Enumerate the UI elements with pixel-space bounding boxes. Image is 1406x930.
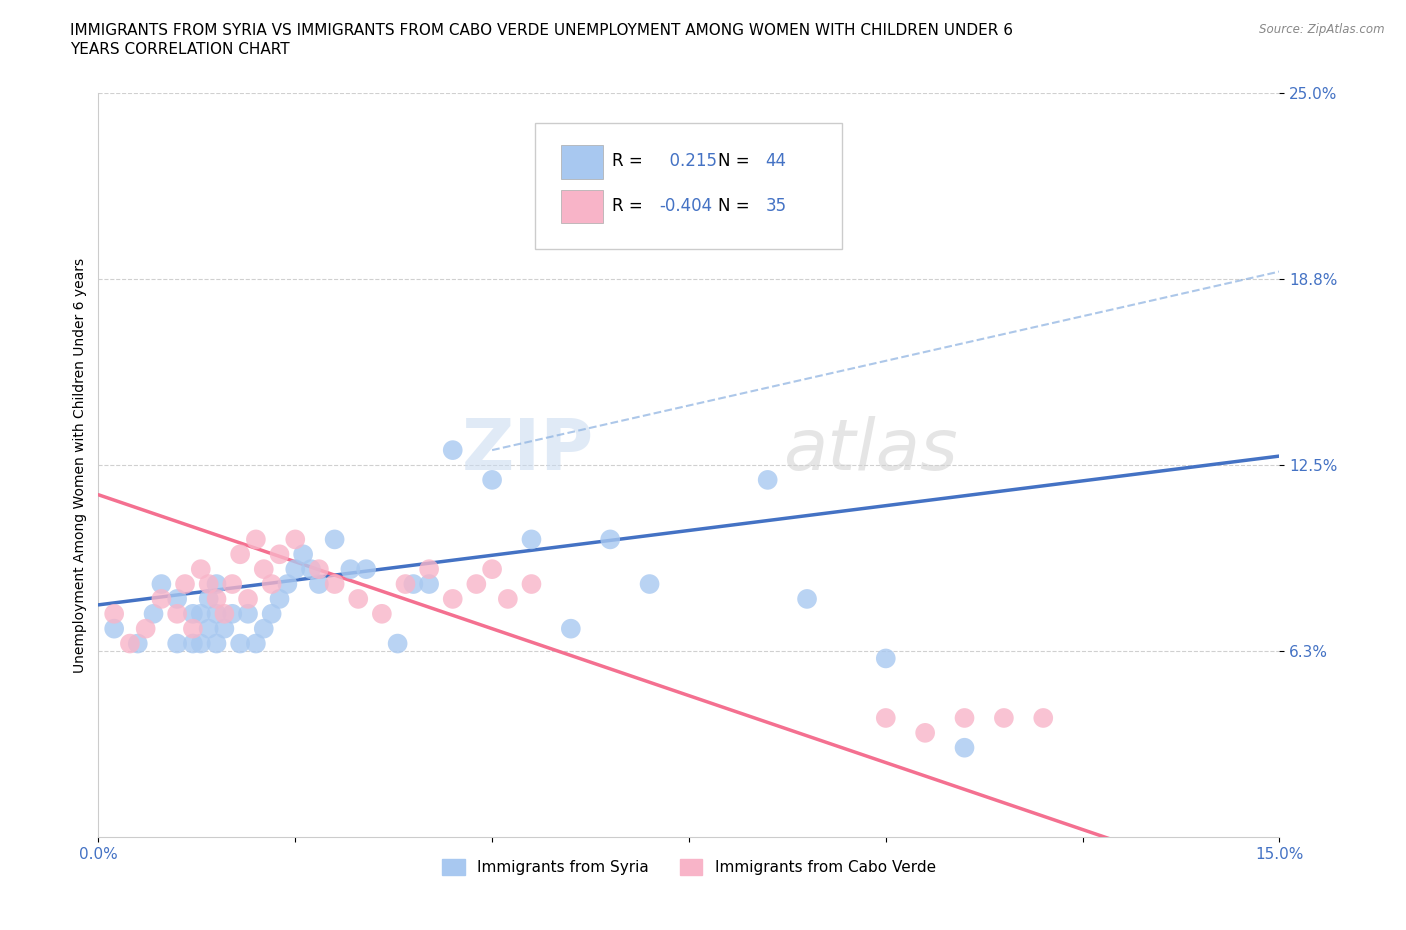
Point	[166, 636, 188, 651]
FancyBboxPatch shape	[561, 190, 603, 223]
Point	[205, 636, 228, 651]
Text: 0.215: 0.215	[659, 153, 717, 170]
Text: N =: N =	[718, 197, 749, 215]
Legend: Immigrants from Syria, Immigrants from Cabo Verde: Immigrants from Syria, Immigrants from C…	[436, 853, 942, 882]
Point	[481, 562, 503, 577]
Point	[323, 532, 346, 547]
Point	[875, 711, 897, 725]
Text: 44: 44	[766, 153, 787, 170]
Text: Source: ZipAtlas.com: Source: ZipAtlas.com	[1260, 23, 1385, 36]
Point	[214, 606, 236, 621]
Text: IMMIGRANTS FROM SYRIA VS IMMIGRANTS FROM CABO VERDE UNEMPLOYMENT AMONG WOMEN WIT: IMMIGRANTS FROM SYRIA VS IMMIGRANTS FROM…	[70, 23, 1014, 38]
Point	[441, 591, 464, 606]
Point	[197, 577, 219, 591]
Point	[181, 621, 204, 636]
Point	[269, 547, 291, 562]
Point	[260, 577, 283, 591]
Point	[796, 591, 818, 606]
FancyBboxPatch shape	[561, 145, 603, 179]
Point	[197, 621, 219, 636]
Point	[520, 532, 543, 547]
Point	[197, 591, 219, 606]
Point	[308, 562, 330, 577]
Text: -0.404: -0.404	[659, 197, 713, 215]
Point	[236, 591, 259, 606]
Point	[276, 577, 298, 591]
Point	[299, 562, 322, 577]
Point	[481, 472, 503, 487]
Point	[221, 606, 243, 621]
Point	[181, 606, 204, 621]
Point	[245, 636, 267, 651]
Point	[465, 577, 488, 591]
Point	[103, 621, 125, 636]
Point	[520, 577, 543, 591]
Point	[150, 577, 173, 591]
Point	[284, 532, 307, 547]
Point	[339, 562, 361, 577]
Point	[371, 606, 394, 621]
Point	[418, 562, 440, 577]
Text: R =: R =	[612, 197, 643, 215]
Point	[181, 636, 204, 651]
Point	[953, 740, 976, 755]
Point	[127, 636, 149, 651]
Point	[135, 621, 157, 636]
Point	[394, 577, 416, 591]
Text: YEARS CORRELATION CHART: YEARS CORRELATION CHART	[70, 42, 290, 57]
Point	[205, 606, 228, 621]
Point	[441, 443, 464, 458]
Point	[190, 606, 212, 621]
Point	[402, 577, 425, 591]
Point	[496, 591, 519, 606]
Point	[229, 636, 252, 651]
Point	[354, 562, 377, 577]
Point	[205, 577, 228, 591]
Point	[174, 577, 197, 591]
Point	[103, 606, 125, 621]
Point	[914, 725, 936, 740]
Point	[1032, 711, 1054, 725]
Point	[993, 711, 1015, 725]
Y-axis label: Unemployment Among Women with Children Under 6 years: Unemployment Among Women with Children U…	[73, 258, 87, 672]
Point	[190, 636, 212, 651]
Point	[236, 606, 259, 621]
Point	[142, 606, 165, 621]
Point	[292, 547, 315, 562]
Text: ZIP: ZIP	[463, 416, 595, 485]
Point	[638, 577, 661, 591]
Point	[166, 591, 188, 606]
Point	[560, 621, 582, 636]
Point	[253, 562, 276, 577]
Point	[284, 562, 307, 577]
Point	[221, 577, 243, 591]
Point	[347, 591, 370, 606]
Point	[118, 636, 141, 651]
Text: atlas: atlas	[783, 416, 957, 485]
Point	[387, 636, 409, 651]
Point	[953, 711, 976, 725]
Point	[253, 621, 276, 636]
Point	[150, 591, 173, 606]
Text: 35: 35	[766, 197, 787, 215]
Point	[875, 651, 897, 666]
Point	[190, 562, 212, 577]
Point	[599, 532, 621, 547]
Point	[260, 606, 283, 621]
Point	[166, 606, 188, 621]
Point	[245, 532, 267, 547]
Point	[229, 547, 252, 562]
Point	[418, 577, 440, 591]
Point	[269, 591, 291, 606]
Point	[205, 591, 228, 606]
Text: N =: N =	[718, 153, 749, 170]
Point	[214, 621, 236, 636]
FancyBboxPatch shape	[536, 123, 842, 249]
Point	[323, 577, 346, 591]
Text: R =: R =	[612, 153, 643, 170]
Point	[756, 472, 779, 487]
Point	[308, 577, 330, 591]
